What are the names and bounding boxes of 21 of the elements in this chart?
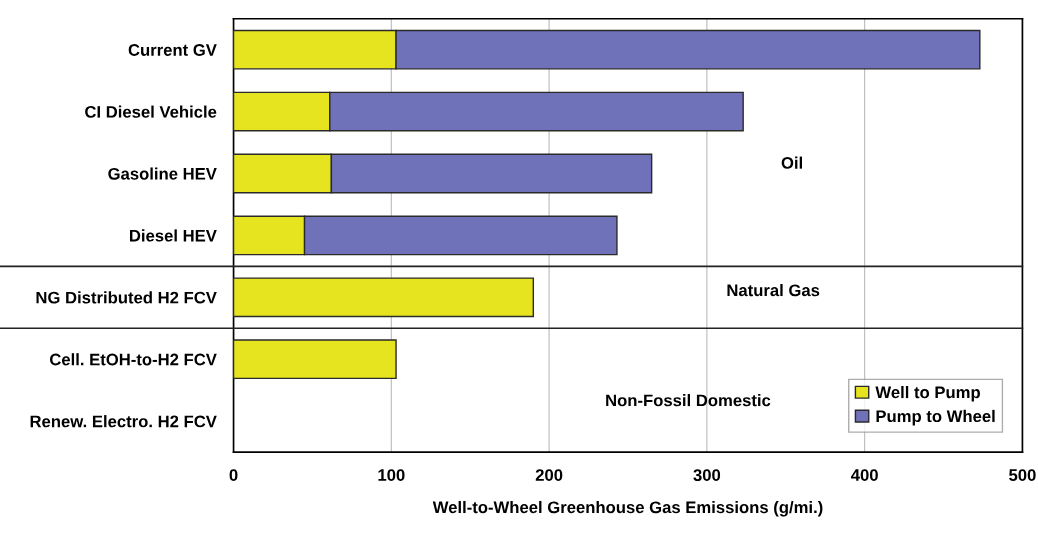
x-tick-label: 500 xyxy=(1009,469,1036,481)
x-tick-label: 0 xyxy=(229,469,238,481)
legend-label: Pump to Wheel xyxy=(876,409,995,426)
y-tick-label: Gasoline HEV xyxy=(108,167,217,180)
x-tick-label: 400 xyxy=(851,469,878,481)
annotation: Non-Fossil Domestic xyxy=(606,394,771,407)
y-tick-label: CI Diesel Vehicle xyxy=(85,105,217,118)
annotation: Oil xyxy=(781,156,803,169)
bar xyxy=(233,277,535,318)
x-tick-label: 200 xyxy=(535,469,563,481)
y-tick-label: Cell. EtOH-to-H2 FCV xyxy=(49,353,217,366)
annotation: Natural Gas xyxy=(727,283,820,297)
x-tick-label: 100 xyxy=(378,469,405,481)
x-tick-label: 300 xyxy=(693,469,721,482)
y-tick-label: Diesel HEV xyxy=(130,229,217,242)
x-axis-title: Well-to-Wheel Greenhouse Gas Emissions (g/mi.) xyxy=(432,500,823,517)
y-tick-label: Renew. Electro. H2 FCV xyxy=(30,415,217,428)
bar xyxy=(233,339,397,380)
y-tick-label: NG Distributed H2 FCV xyxy=(36,291,217,304)
y-tick-label: Current GV xyxy=(128,44,217,56)
legend-label: Well to Pump xyxy=(875,386,980,402)
